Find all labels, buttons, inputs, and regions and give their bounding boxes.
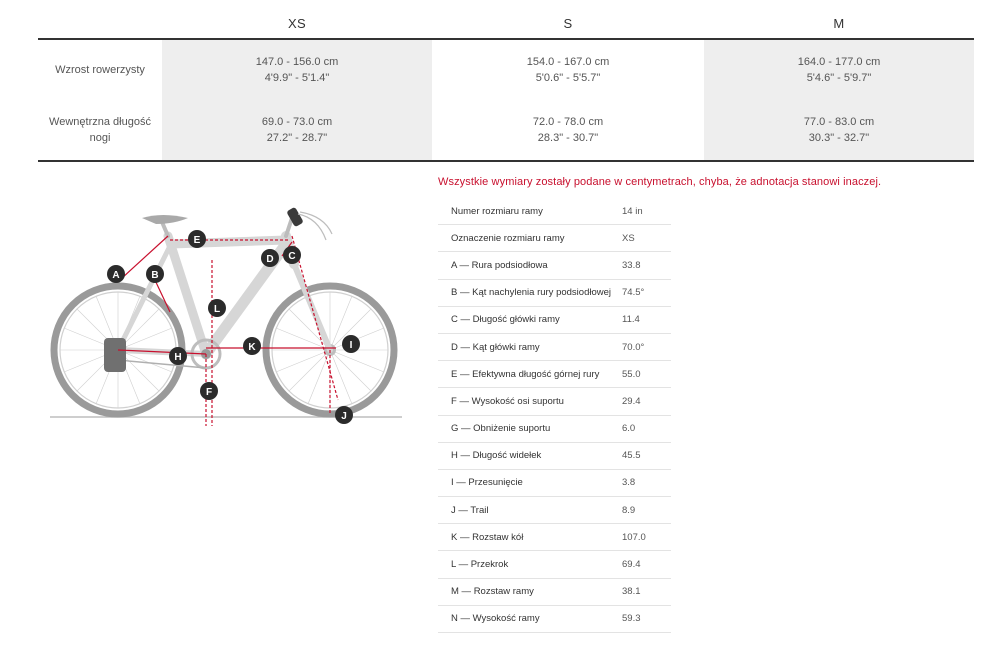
svg-text:K: K — [248, 342, 256, 353]
geometry-label: G — Obniżenie suportu — [451, 423, 551, 435]
size-table: XS S M Wzrost rowerzysty 147.0 - 156.0 c… — [38, 0, 974, 162]
table-row: D — Kąt główki ramy 70.0° — [438, 334, 671, 362]
size-table-body: Wzrost rowerzysty 147.0 - 156.0 cm 4'9.9… — [38, 40, 974, 162]
geometry-value: 14 in — [622, 205, 643, 217]
geometry-label: Oznaczenie rozmiaru ramy — [451, 232, 565, 244]
measurement-note: Wszystkie wymiary zostały podane w centy… — [438, 176, 882, 188]
saddle — [142, 215, 188, 224]
marker-l: L — [208, 299, 226, 317]
table-cell: 72.0 - 78.0 cm 28.3" - 30.7" — [432, 100, 704, 160]
geometry-label: J — Trail — [451, 504, 489, 516]
geometry-value: 8.9 — [622, 504, 636, 516]
table-row: C — Długość główki ramy 11.4 — [438, 307, 671, 334]
marker-e: E — [188, 230, 206, 248]
svg-text:E: E — [194, 235, 201, 246]
handlebar — [287, 207, 333, 241]
table-cell: 69.0 - 73.0 cm 27.2" - 28.7" — [162, 100, 432, 160]
table-row: Wzrost rowerzysty 147.0 - 156.0 cm 4'9.9… — [38, 40, 974, 100]
svg-text:F: F — [206, 387, 212, 398]
geometry-value: 69.4 — [622, 559, 641, 571]
geometry-value: 29.4 — [622, 395, 641, 407]
table-row: H — Długość widełek 45.5 — [438, 443, 671, 470]
geometry-label: I — Przesunięcie — [451, 477, 523, 489]
geometry-label: C — Długość główki ramy — [451, 314, 560, 326]
table-cell: 77.0 - 83.0 cm 30.3" - 32.7" — [704, 100, 974, 160]
marker-j: J — [335, 406, 353, 424]
geometry-value: 74.5° — [622, 287, 645, 299]
geometry-value: 59.3 — [622, 613, 641, 625]
geometry-value: 33.8 — [622, 259, 641, 271]
table-cell: 164.0 - 177.0 cm 5'4.6" - 5'9.7" — [704, 40, 974, 100]
geometry-label: K — Rozstaw kół — [451, 531, 524, 543]
table-row: Numer rozmiaru ramy 14 in — [438, 198, 671, 226]
marker-k: K — [243, 337, 261, 355]
geometry-value: XS — [622, 232, 635, 244]
size-table-header: XS S M — [38, 0, 974, 40]
bike-geometry-diagram: A B E D C L K I H F J — [50, 207, 402, 426]
table-cell: 147.0 - 156.0 cm 4'9.9" - 5'1.4" — [162, 40, 432, 100]
geometry-label: B — Kąt nachylenia rury podsiodłowej — [451, 287, 612, 299]
geometry-label: Numer rozmiaru ramy — [451, 205, 543, 217]
geometry-label: D — Kąt główki ramy — [451, 341, 540, 353]
row-label: Wewnętrzna długość nogi — [49, 116, 151, 144]
svg-text:C: C — [288, 251, 295, 262]
geometry-value: 70.0° — [622, 341, 645, 353]
table-row: M — Rozstaw ramy 38.1 — [438, 579, 671, 606]
table-row: K — Rozstaw kół 107.0 — [438, 524, 671, 552]
table-row: A — Rura podsiodłowa 33.8 — [438, 252, 671, 280]
svg-text:A: A — [112, 270, 119, 281]
table-row: G — Obniżenie suportu 6.0 — [438, 416, 671, 443]
table-row: J — Trail 8.9 — [438, 497, 671, 525]
table-row: Wewnętrzna długość nogi 69.0 - 73.0 cm 27… — [38, 100, 974, 160]
bike-frame — [115, 216, 333, 360]
geometry-label: H — Długość widełek — [451, 450, 542, 462]
drivetrain — [104, 338, 222, 372]
geometry-label: N — Wysokość ramy — [451, 613, 540, 625]
table-row: E — Efektywna długość górnej rury 55.0 — [438, 361, 671, 389]
size-column-header: XS — [288, 15, 306, 31]
svg-text:B: B — [151, 270, 158, 281]
svg-text:D: D — [266, 254, 273, 265]
table-row: L — Przekrok 69.4 — [438, 551, 671, 579]
geometry-label: A — Rura podsiodłowa — [451, 259, 548, 271]
svg-text:J: J — [341, 411, 347, 422]
marker-a: A — [107, 265, 125, 283]
svg-text:I: I — [350, 340, 353, 351]
size-column-header: S — [563, 15, 573, 31]
geometry-label: E — Efektywna długość górnej rury — [451, 368, 600, 380]
table-row: Oznaczenie rozmiaru ramy XS — [438, 225, 671, 253]
table-row: F — Wysokość osi suportu 29.4 — [438, 388, 671, 416]
geometry-value: 107.0 — [622, 531, 646, 543]
geometry-label: M — Rozstaw ramy — [451, 586, 534, 598]
svg-text:L: L — [214, 304, 220, 315]
geometry-label: F — Wysokość osi suportu — [451, 395, 564, 407]
geometry-table: Numer rozmiaru ramy 14 in Oznaczenie rozmi… — [438, 198, 671, 633]
geometry-value: 11.4 — [622, 314, 640, 326]
geometry-label: L — Przekrok — [451, 559, 509, 571]
table-cell: 154.0 - 167.0 cm 5'0.6" - 5'5.7" — [432, 40, 704, 100]
marker-i: I — [342, 335, 360, 353]
geometry-value: 38.1 — [622, 586, 641, 598]
marker-f: F — [200, 382, 218, 400]
marker-c: C — [283, 246, 301, 264]
marker-b: B — [146, 265, 164, 283]
table-row: B — Kąt nachylenia rury podsiodłowej 74.5… — [438, 280, 671, 307]
row-label: Wzrost rowerzysty — [55, 64, 145, 76]
table-row: N — Wysokość ramy 59.3 — [438, 606, 671, 633]
geometry-value: 3.8 — [622, 477, 636, 489]
svg-text:H: H — [174, 352, 181, 363]
table-row: I — Przesunięcie 3.8 — [438, 470, 671, 498]
geometry-value: 45.5 — [622, 450, 641, 462]
size-column-header: M — [833, 15, 845, 31]
measurement-lines — [117, 235, 339, 426]
marker-h: H — [169, 347, 187, 365]
geometry-value: 6.0 — [622, 423, 636, 435]
marker-d: D — [261, 249, 279, 267]
geometry-value: 55.0 — [622, 368, 641, 380]
